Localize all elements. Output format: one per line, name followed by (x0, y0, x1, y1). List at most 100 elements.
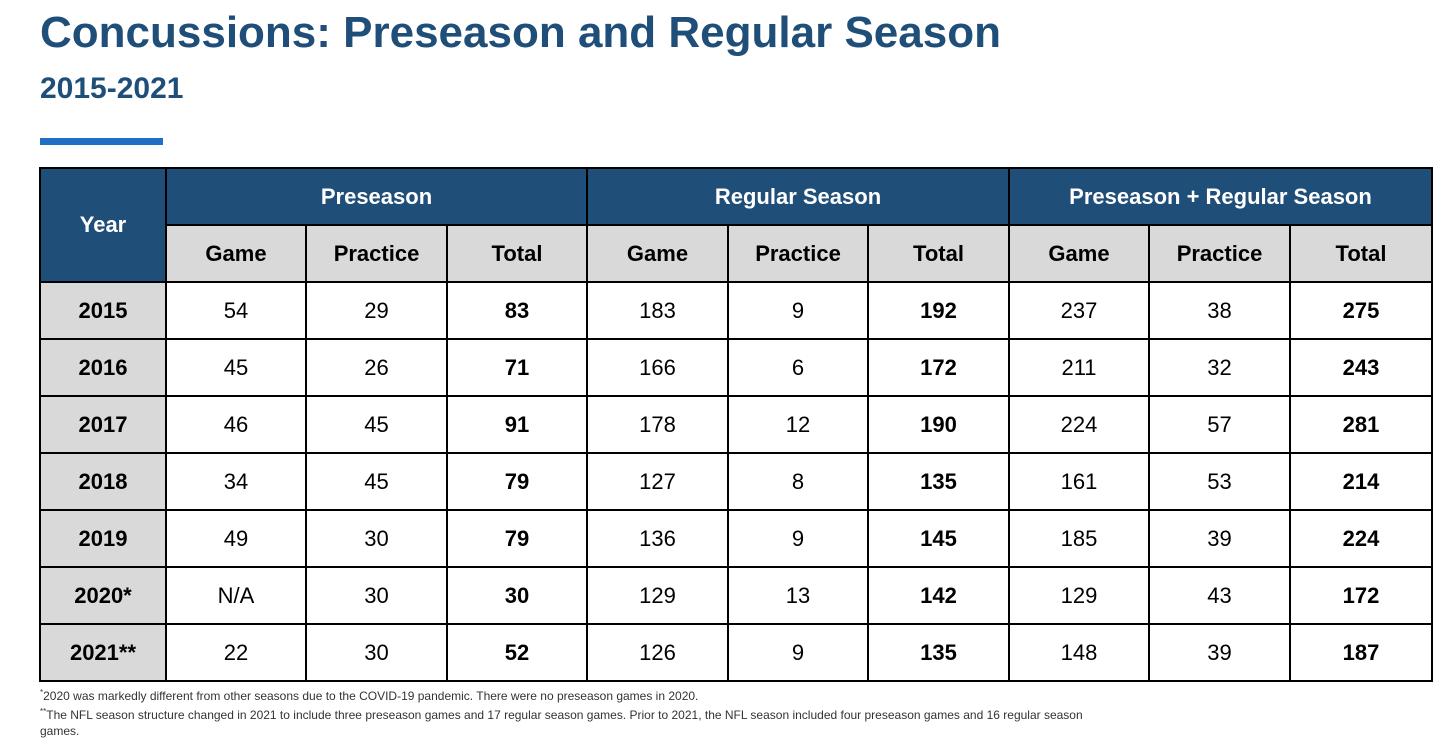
cell-preseason-total: 52 (446, 623, 588, 682)
cell-regular-season-game: 136 (586, 509, 729, 568)
group-header-preseason: Preseason (165, 167, 588, 226)
table-row: 2020* N/A 30 30 129 13 142 129 43 172 (39, 566, 1433, 625)
footnote-marker: ** (40, 707, 47, 716)
cell-preseason-practice: 30 (305, 509, 448, 568)
cell-combined-game: 148 (1008, 623, 1150, 682)
cell-regular-season-practice: 9 (727, 281, 869, 340)
cell-regular-season-total: 145 (867, 509, 1010, 568)
cell-preseason-practice: 29 (305, 281, 448, 340)
cell-combined-game: 161 (1008, 452, 1150, 511)
cell-combined-practice: 38 (1148, 281, 1291, 340)
subcolumn-header-combined-practice: Practice (1148, 224, 1291, 283)
cell-combined-practice: 53 (1148, 452, 1291, 511)
cell-combined-practice: 57 (1148, 395, 1291, 454)
table-row: 2017 46 45 91 178 12 190 224 57 281 (39, 395, 1433, 454)
cell-combined-total: 172 (1289, 566, 1433, 625)
subcolumn-header-regular-season-total: Total (867, 224, 1010, 283)
cell-regular-season-game: 129 (586, 566, 729, 625)
cell-regular-season-game: 166 (586, 338, 729, 397)
cell-combined-total: 187 (1289, 623, 1433, 682)
subcolumn-header-row: Game Practice Total Game Practice Total Game Pr… (40, 224, 1433, 283)
cell-combined-game: 129 (1008, 566, 1150, 625)
table-row: 2015 54 29 83 183 9 192 237 38 275 (39, 281, 1433, 340)
footnote-covid: *2020 was markedly different from other … (40, 685, 1100, 704)
cell-preseason-game: 54 (165, 281, 307, 340)
cell-combined-game: 224 (1008, 395, 1150, 454)
subcolumn-header-regular-season-game: Game (586, 224, 729, 283)
group-header-combined: Preseason + Regular Season (1008, 167, 1433, 226)
cell-combined-total: 224 (1289, 509, 1433, 568)
cell-combined-total: 214 (1289, 452, 1433, 511)
table-row: 2021** 22 30 52 126 9 135 148 39 187 (39, 623, 1433, 682)
cell-regular-season-game: 178 (586, 395, 729, 454)
cell-regular-season-practice: 12 (727, 395, 869, 454)
cell-regular-season-game: 127 (586, 452, 729, 511)
cell-preseason-total: 79 (446, 452, 588, 511)
cell-regular-season-game: 126 (586, 623, 729, 682)
year-cell: 2021** (39, 623, 167, 682)
cell-combined-total: 281 (1289, 395, 1433, 454)
accent-bar (40, 138, 163, 145)
group-header-regular-season: Regular Season (586, 167, 1010, 226)
page-subtitle: 2015-2021 (40, 72, 184, 105)
footnote-marker: * (40, 688, 44, 697)
year-cell: 2016 (39, 338, 167, 397)
cell-regular-season-total: 192 (867, 281, 1010, 340)
year-cell: 2017 (39, 395, 167, 454)
footnote-text: The NFL season structure changed in 2021… (40, 708, 1083, 738)
cell-preseason-total: 79 (446, 509, 588, 568)
year-header: Year (39, 167, 167, 283)
cell-regular-season-total: 135 (867, 452, 1010, 511)
cell-regular-season-practice: 8 (727, 452, 869, 511)
cell-preseason-game: 22 (165, 623, 307, 682)
cell-preseason-game: 46 (165, 395, 307, 454)
subcolumn-header-preseason-total: Total (446, 224, 588, 283)
cell-preseason-practice: 30 (305, 623, 448, 682)
cell-preseason-practice: 45 (305, 452, 448, 511)
cell-preseason-game: 34 (165, 452, 307, 511)
subcolumn-header-preseason-game: Game (165, 224, 307, 283)
cell-combined-practice: 39 (1148, 509, 1291, 568)
cell-combined-game: 211 (1008, 338, 1150, 397)
footnote-text: 2020 was markedly different from other s… (43, 689, 699, 703)
cell-combined-game: 185 (1008, 509, 1150, 568)
cell-combined-practice: 32 (1148, 338, 1291, 397)
cell-regular-season-game: 183 (586, 281, 729, 340)
subcolumn-header-preseason-practice: Practice (305, 224, 448, 283)
table-row: 2016 45 26 71 166 6 172 211 32 243 (39, 338, 1433, 397)
cell-preseason-total: 91 (446, 395, 588, 454)
footnote-season-structure: **The NFL season structure changed in 20… (40, 704, 1100, 739)
subcolumn-header-combined-total: Total (1289, 224, 1433, 283)
year-cell: 2015 (39, 281, 167, 340)
page-title: Concussions: Preseason and Regular Seaso… (40, 8, 1001, 57)
table-row: 2019 49 30 79 136 9 145 185 39 224 (39, 509, 1433, 568)
cell-preseason-game: N/A (165, 566, 307, 625)
concussions-table: Year Preseason Regular Season Preseason … (39, 167, 1433, 682)
year-cell: 2020* (39, 566, 167, 625)
year-cell: 2018 (39, 452, 167, 511)
cell-regular-season-total: 190 (867, 395, 1010, 454)
cell-preseason-practice: 45 (305, 395, 448, 454)
subcolumn-header-regular-season-practice: Practice (727, 224, 869, 283)
cell-preseason-game: 49 (165, 509, 307, 568)
cell-preseason-total: 71 (446, 338, 588, 397)
cell-regular-season-total: 172 (867, 338, 1010, 397)
cell-preseason-game: 45 (165, 338, 307, 397)
cell-regular-season-practice: 13 (727, 566, 869, 625)
subcolumn-header-combined-game: Game (1008, 224, 1150, 283)
cell-preseason-total: 83 (446, 281, 588, 340)
group-header-row: Year Preseason Regular Season Preseason … (39, 167, 1433, 283)
table-body: 2015 54 29 83 183 9 192 237 38 275 2016 45 26 71 166 6 1… (39, 281, 1433, 682)
cell-combined-game: 237 (1008, 281, 1150, 340)
cell-combined-practice: 43 (1148, 566, 1291, 625)
cell-combined-total: 275 (1289, 281, 1433, 340)
cell-preseason-practice: 30 (305, 566, 448, 625)
cell-preseason-total: 30 (446, 566, 588, 625)
table-row: 2018 34 45 79 127 8 135 161 53 214 (39, 452, 1433, 511)
cell-regular-season-total: 142 (867, 566, 1010, 625)
cell-regular-season-total: 135 (867, 623, 1010, 682)
cell-regular-season-practice: 6 (727, 338, 869, 397)
cell-combined-total: 243 (1289, 338, 1433, 397)
cell-combined-practice: 39 (1148, 623, 1291, 682)
cell-preseason-practice: 26 (305, 338, 448, 397)
